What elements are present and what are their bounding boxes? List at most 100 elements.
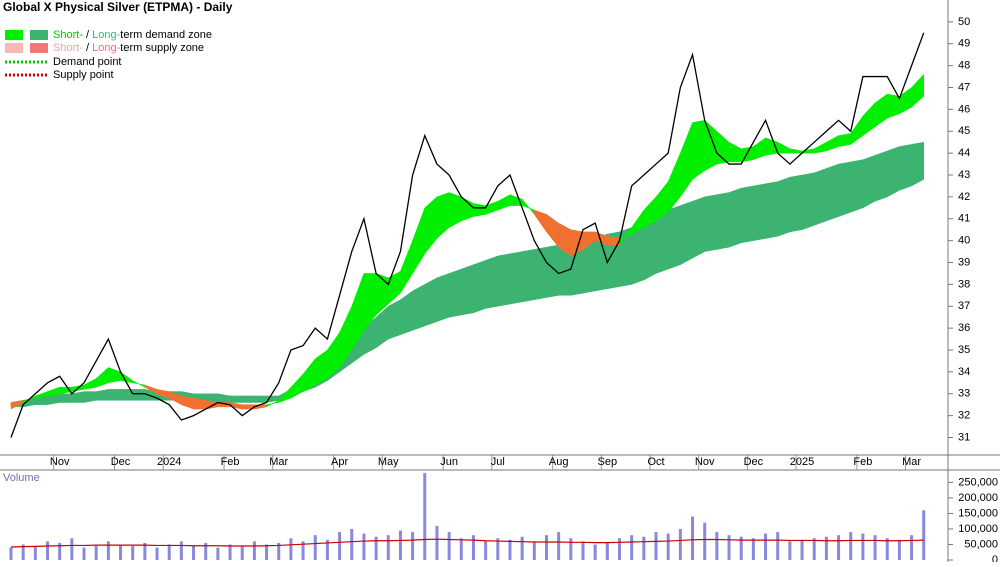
volume-bar xyxy=(240,546,244,560)
legend-part: Long- xyxy=(92,42,120,54)
short-term-zone xyxy=(473,203,486,217)
long-term-zone xyxy=(789,174,803,233)
volume-bar xyxy=(70,538,74,560)
chart-title: Global X Physical Silver (ETPMA) - Daily xyxy=(3,0,233,14)
y-tick-label: 150,000 xyxy=(958,507,998,519)
long-term-zone xyxy=(899,144,912,191)
volume-bar xyxy=(484,541,488,560)
volume-bar xyxy=(423,473,427,560)
legend-part: / xyxy=(83,29,92,41)
long-term-zone xyxy=(692,196,705,259)
long-term-zone xyxy=(740,185,754,244)
x-tick-label: Nov xyxy=(695,456,715,468)
volume-label: Volume xyxy=(3,472,40,484)
volume-bar xyxy=(654,532,658,560)
short-term-zone xyxy=(911,73,924,108)
legend-swatch xyxy=(5,43,23,53)
volume-bar xyxy=(885,538,889,560)
y-tick-label: 47 xyxy=(958,81,970,93)
volume-bar xyxy=(678,528,682,560)
long-term-zone xyxy=(813,168,827,226)
volume-bar xyxy=(715,532,719,560)
volume-bar xyxy=(374,536,378,560)
marks: 31 32 33 34 35 36 37 38 39 40 41 42 43 44 45 46 47 48 49 50… xyxy=(9,16,998,566)
volume-bar xyxy=(666,533,670,560)
legend-label: Short- / Long-term supply zone xyxy=(53,42,204,54)
y-tick-label: 39 xyxy=(958,256,970,268)
long-term-zone xyxy=(801,172,815,231)
volume-bar xyxy=(727,535,731,560)
y-tick-label: 46 xyxy=(958,103,970,115)
volume-bar xyxy=(459,538,463,560)
volume-bar xyxy=(58,542,62,560)
volume-bar xyxy=(691,516,695,560)
volume-bar xyxy=(605,542,609,560)
volume-bar xyxy=(593,544,597,560)
y-tick-label: 38 xyxy=(958,278,970,290)
y-tick-label: 45 xyxy=(958,125,970,137)
y-tick-label: 42 xyxy=(958,191,970,203)
volume-bar xyxy=(642,536,646,560)
volume-bar xyxy=(46,541,50,560)
volume-bar xyxy=(82,547,86,560)
long-term-zone xyxy=(254,395,267,403)
short-term-zone xyxy=(692,120,705,180)
long-term-zone xyxy=(680,200,693,266)
volume-bar xyxy=(873,535,877,560)
volume-bar xyxy=(812,538,816,560)
x-tick-label: Jun xyxy=(440,456,458,468)
volume-bar xyxy=(788,541,792,560)
volume-bar xyxy=(776,532,780,560)
volume-bar xyxy=(179,541,183,560)
volume-bar xyxy=(411,532,415,560)
long-term-zone xyxy=(448,268,462,318)
volume-bar xyxy=(119,544,123,560)
legend: Short- / Long-term demand zone Short- / … xyxy=(5,29,212,81)
volume-bar xyxy=(398,530,402,560)
legend-label: Supply point xyxy=(53,69,114,81)
volume-bar xyxy=(277,542,281,560)
volume-bar xyxy=(618,538,621,560)
y-tick-label: 50 xyxy=(958,16,970,28)
long-term-zone xyxy=(838,161,851,217)
long-term-zone xyxy=(704,194,718,252)
y-tick-label: 50,000 xyxy=(964,538,998,550)
long-term-zone xyxy=(83,391,97,403)
volume-bar xyxy=(861,533,865,560)
long-term-zone xyxy=(850,159,864,213)
volume-bar xyxy=(435,525,439,560)
volume-bar xyxy=(252,541,256,560)
long-term-zone xyxy=(521,249,535,303)
long-term-zone xyxy=(424,277,438,327)
x-tick-label: 2024 xyxy=(157,456,181,468)
long-term-zone xyxy=(886,146,900,198)
legend-label: Short- / Long-term demand zone xyxy=(53,29,212,41)
legend-part: / xyxy=(83,42,92,54)
x-tick-label: Oct xyxy=(647,456,664,468)
volume-bar xyxy=(910,535,914,560)
volume-bar xyxy=(447,532,451,560)
x-tick-label: 2025 xyxy=(790,456,814,468)
legend-swatch xyxy=(30,30,48,40)
volume-bar xyxy=(216,547,220,560)
volume-bar xyxy=(289,538,293,560)
long-term-zone xyxy=(388,299,401,340)
price-line xyxy=(10,32,925,438)
volume-bar xyxy=(167,544,171,560)
y-tick-label: 34 xyxy=(958,366,970,378)
volume-bar xyxy=(496,538,500,560)
short-term-zone xyxy=(193,397,206,410)
legend-part: Short- xyxy=(53,29,83,41)
x-tick-label: Feb xyxy=(221,456,240,468)
legend-part: term demand zone xyxy=(120,29,212,41)
volume-bar xyxy=(265,544,269,560)
short-term-zone xyxy=(886,93,900,119)
y-tick-label: 49 xyxy=(958,38,970,50)
x-tick-label: Aug xyxy=(549,456,569,468)
y-tick-label: 0 xyxy=(992,554,998,562)
y-tick-label: 250,000 xyxy=(958,476,998,488)
volume-bar xyxy=(143,542,147,560)
long-term-zone xyxy=(241,395,255,403)
volume-bar xyxy=(131,546,135,560)
x-tick-label: Nov xyxy=(50,456,70,468)
